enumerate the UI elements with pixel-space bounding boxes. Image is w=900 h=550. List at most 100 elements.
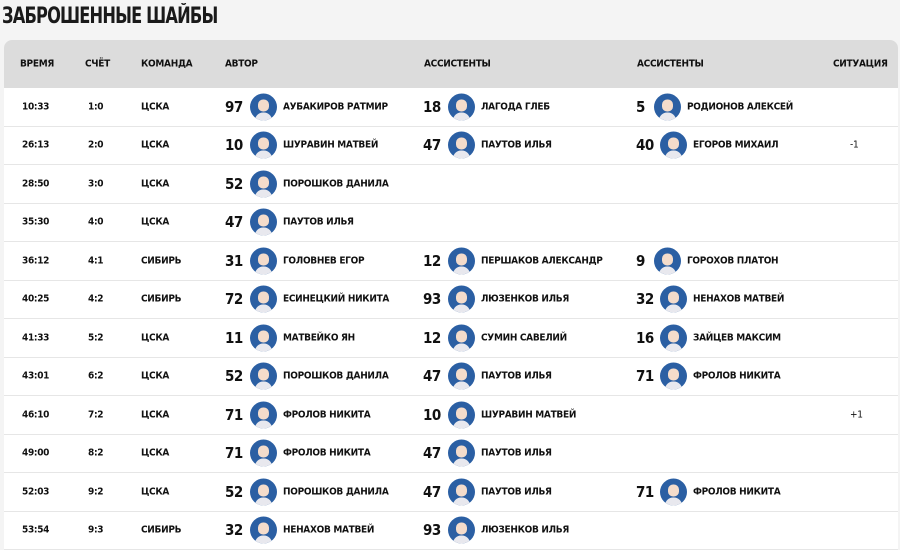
author-name[interactable]: АУБАКИРОВ РАТМИР — [283, 101, 388, 113]
goal-time: 43:01 — [22, 370, 50, 382]
author-name[interactable]: ФРОЛОВ НИКИТА — [283, 447, 371, 459]
assist1-name[interactable]: ЛАГОДА ГЛЕБ — [481, 101, 550, 113]
author-name[interactable]: МАТВЕЙКО ЯН — [283, 332, 355, 344]
author-avatar-icon — [250, 247, 277, 275]
goal-score: 2:0 — [88, 139, 104, 151]
table-row: 46:10 7:2 ЦСКА 71 ФРОЛОВ НИКИТА 10 ШУРАВИ… — [4, 396, 898, 435]
goal-time: 46:10 — [22, 409, 50, 421]
author-number: 10 — [225, 136, 243, 155]
goal-team: ЦСКА — [141, 486, 170, 498]
assist2-name[interactable]: ФРОЛОВ НИКИТА — [693, 370, 781, 382]
goal-team: СИБИРЬ — [141, 293, 182, 305]
author-avatar-icon — [250, 362, 277, 390]
assist1-number: 12 — [423, 328, 441, 347]
author-name[interactable]: ПОРОШКОВ ДАНИЛА — [283, 486, 389, 498]
goal-team: ЦСКА — [141, 370, 170, 382]
assist1-avatar-icon — [448, 285, 475, 313]
author-avatar-icon — [250, 285, 277, 313]
assist2-number: 40 — [636, 136, 654, 155]
author-name[interactable]: ФРОЛОВ НИКИТА — [283, 409, 371, 421]
table-row: 10:33 1:0 ЦСКА 97 АУБАКИРОВ РАТМИР 18 ЛАГ… — [4, 88, 898, 127]
author-number: 71 — [225, 444, 243, 463]
assist1-name[interactable]: ПАУТОВ ИЛЬЯ — [481, 139, 552, 151]
goal-time: 40:25 — [22, 293, 50, 305]
author-name[interactable]: НЕНАХОВ МАТВЕЙ — [283, 524, 375, 536]
author-name[interactable]: ПОРОШКОВ ДАНИЛА — [283, 178, 389, 190]
assist2-avatar-icon — [654, 247, 681, 275]
assist1-avatar-icon — [448, 516, 475, 544]
goal-score: 8:2 — [88, 447, 104, 459]
author-avatar-icon — [250, 208, 277, 236]
assist1-avatar-icon — [448, 93, 475, 121]
goal-score: 9:3 — [88, 524, 104, 536]
author-avatar-icon — [250, 170, 277, 198]
goal-team: ЦСКА — [141, 447, 170, 459]
header-situation: СИТУАЦИЯ — [833, 58, 888, 70]
assist2-name[interactable]: ЕГОРОВ МИХАИЛ — [693, 139, 779, 151]
assist1-name[interactable]: ЛЮЗЕНКОВ ИЛЬЯ — [481, 293, 569, 305]
table-row: 53:54 9:3 СИБИРЬ 32 НЕНАХОВ МАТВЕЙ 93 ЛЮЗ… — [4, 512, 898, 550]
assist1-number: 93 — [423, 290, 441, 309]
table-row: 36:12 4:1 СИБИРЬ 31 ГОЛОВНЕВ ЕГОР 12 ПЕРШ… — [4, 242, 898, 281]
assist1-number: 12 — [423, 251, 441, 270]
assist2-avatar-icon — [660, 324, 687, 352]
assist2-name[interactable]: НЕНАХОВ МАТВЕЙ — [693, 293, 785, 305]
author-avatar-icon — [250, 324, 277, 352]
author-name[interactable]: ГОЛОВНЕВ ЕГОР — [283, 255, 365, 267]
assist1-name[interactable]: ШУРАВИН МАТВЕЙ — [481, 409, 577, 421]
table-row: 41:33 5:2 ЦСКА 11 МАТВЕЙКО ЯН 12 СУМИН СА… — [4, 319, 898, 358]
goal-time: 35:30 — [22, 216, 50, 228]
assist1-name[interactable]: ПАУТОВ ИЛЬЯ — [481, 370, 552, 382]
author-number: 31 — [225, 251, 243, 270]
author-name[interactable]: ПАУТОВ ИЛЬЯ — [283, 216, 354, 228]
assist1-avatar-icon — [448, 478, 475, 506]
table-row: 26:13 2:0 ЦСКА 10 ШУРАВИН МАТВЕЙ 47 ПАУТО… — [4, 127, 898, 165]
assist2-avatar-icon — [660, 478, 687, 506]
table-row: 35:30 4:0 ЦСКА 47 ПАУТОВ ИЛЬЯ — [4, 204, 898, 242]
table-row: 28:50 3:0 ЦСКА 52 ПОРОШКОВ ДАНИЛА — [4, 165, 898, 204]
assist1-name[interactable]: ПЕРШАКОВ АЛЕКСАНДР — [481, 255, 603, 267]
assist1-avatar-icon — [448, 439, 475, 467]
header-author: АВТОР — [225, 58, 258, 70]
author-name[interactable]: ШУРАВИН МАТВЕЙ — [283, 139, 379, 151]
author-avatar-icon — [250, 93, 277, 121]
author-number: 52 — [225, 174, 243, 193]
goal-score: 5:2 — [88, 332, 104, 344]
assist2-name[interactable]: ФРОЛОВ НИКИТА — [693, 486, 781, 498]
goal-team: ЦСКА — [141, 139, 170, 151]
goal-team: ЦСКА — [141, 216, 170, 228]
goal-time: 10:33 — [22, 101, 50, 113]
author-name[interactable]: ПОРОШКОВ ДАНИЛА — [283, 370, 389, 382]
assist1-number: 47 — [423, 482, 441, 501]
goal-score: 1:0 — [88, 101, 104, 113]
assist1-number: 47 — [423, 136, 441, 155]
goals-table: ВРЕМЯ СЧЁТ КОМАНДА АВТОР АССИСТЕНТЫ АССИ… — [4, 40, 898, 550]
author-number: 72 — [225, 290, 243, 309]
assist2-name[interactable]: РОДИОНОВ АЛЕКСЕЙ — [687, 101, 794, 113]
assist1-name[interactable]: СУМИН САВЕЛИЙ — [481, 332, 567, 344]
assist2-avatar-icon — [660, 131, 687, 159]
goal-team: ЦСКА — [141, 101, 170, 113]
assist2-avatar-icon — [660, 362, 687, 390]
author-name[interactable]: ЕСИНЕЦКИЙ НИКИТА — [283, 293, 390, 305]
assist1-name[interactable]: ЛЮЗЕНКОВ ИЛЬЯ — [481, 524, 569, 536]
assist1-avatar-icon — [448, 131, 475, 159]
assist1-number: 93 — [423, 521, 441, 540]
goal-team: ЦСКА — [141, 332, 170, 344]
goal-time: 41:33 — [22, 332, 50, 344]
header-team: КОМАНДА — [141, 58, 193, 70]
header-assists-1: АССИСТЕНТЫ — [424, 58, 491, 70]
goal-time: 28:50 — [22, 178, 50, 190]
goal-team: СИБИРЬ — [141, 255, 182, 267]
assist2-name[interactable]: ГОРОХОВ ПЛАТОН — [687, 255, 779, 267]
author-avatar-icon — [250, 516, 277, 544]
goal-time: 36:12 — [22, 255, 50, 267]
assist2-number: 16 — [636, 328, 654, 347]
author-avatar-icon — [250, 131, 277, 159]
author-number: 97 — [225, 97, 243, 116]
table-header: ВРЕМЯ СЧЁТ КОМАНДА АВТОР АССИСТЕНТЫ АССИ… — [4, 40, 898, 88]
assist1-name[interactable]: ПАУТОВ ИЛЬЯ — [481, 486, 552, 498]
assist1-name[interactable]: ПАУТОВ ИЛЬЯ — [481, 447, 552, 459]
assist2-name[interactable]: ЗАЙЦЕВ МАКСИМ — [693, 332, 781, 344]
author-number: 52 — [225, 367, 243, 386]
